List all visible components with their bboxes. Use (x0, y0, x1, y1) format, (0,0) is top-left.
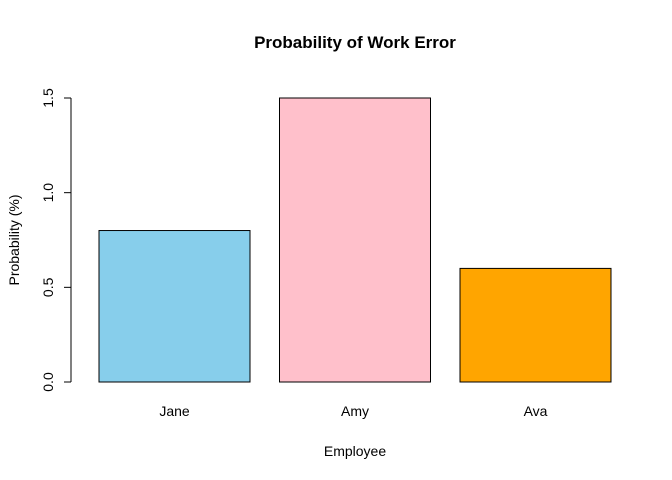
x-axis-label: Employee (324, 443, 386, 459)
category-labels-group: Jane Amy Ava (159, 403, 547, 419)
y-tick-label: 1.5 (40, 88, 56, 108)
category-label-jane: Jane (159, 403, 190, 419)
y-tick-label: 1.0 (40, 183, 56, 203)
bar-amy (279, 97, 431, 383)
y-axis: 0.0 0.5 1.0 1.5 (40, 88, 72, 392)
y-axis-label: Probability (%) (6, 194, 22, 285)
category-label-amy: Amy (341, 403, 369, 419)
bars-group (98, 97, 612, 383)
bar-ava (459, 267, 612, 383)
chart-title: Probability of Work Error (254, 33, 456, 52)
bar-jane (98, 230, 251, 383)
y-tick-label: 0.0 (40, 372, 56, 392)
y-tick-label: 0.5 (40, 277, 56, 297)
category-label-ava: Ava (524, 403, 548, 419)
